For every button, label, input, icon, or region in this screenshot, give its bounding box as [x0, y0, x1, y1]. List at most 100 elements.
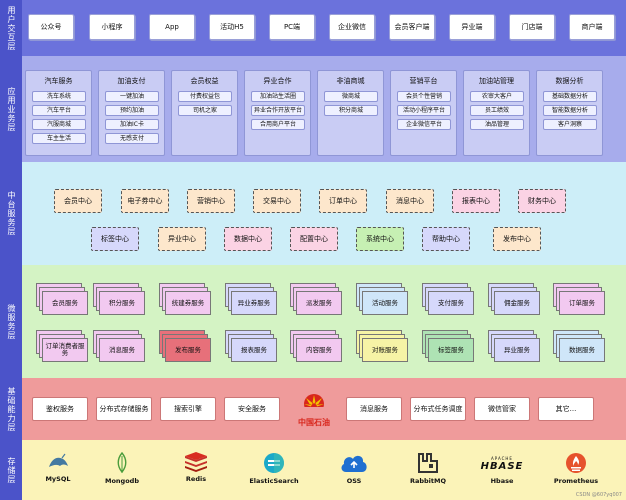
app-group: 数据分析基础数据分析 智能数据分析 客户洞察 [536, 70, 603, 156]
hbase-logo-big: HBASE [480, 461, 524, 472]
redis-icon [185, 452, 207, 472]
app-item: 积分商城 [324, 105, 378, 116]
micro-service: 发布服务 [159, 330, 211, 362]
micro-service: 会员服务 [36, 283, 88, 315]
middle-center: 电子券中心 [121, 189, 169, 213]
middle-center: 异业中心 [158, 227, 206, 251]
infra-layer-label: 基础能力层 [0, 378, 22, 440]
interaction-item: 企业微信 [329, 14, 375, 40]
prometheus-icon [566, 453, 586, 473]
micro-service: 标签服务 [422, 330, 474, 362]
micro-service-label: 对账服务 [362, 338, 408, 362]
app-group: 会员权益 付费权益包 司机之家 [171, 70, 238, 156]
app-group: 营销平台 会员个性营销 活动小程序平台 企业微信平台 [390, 70, 457, 156]
storage-item-mongodb: Mongodb [92, 452, 152, 492]
application-layer: 应用业务层 [0, 56, 626, 162]
app-item: 农审大客户 [470, 91, 524, 102]
oss-cloud-icon [341, 455, 367, 472]
app-group-title: 加油站管理 [479, 77, 514, 85]
micro-service: 派发服务 [290, 283, 342, 315]
middle-center: 交易中心 [253, 189, 301, 213]
app-item: 汽车平台 [32, 105, 86, 116]
middle-center: 发布中心 [493, 227, 541, 251]
petrochina-logo: 中国石油 [292, 392, 336, 427]
micro-service-label: 积分服务 [99, 291, 145, 315]
micro-service: 对账服务 [356, 330, 408, 362]
middle-center: 营销中心 [187, 189, 235, 213]
app-item: 合用商户平台 [251, 119, 305, 130]
middle-center: 系统中心 [356, 227, 404, 251]
interaction-item: 活动H5 [209, 14, 255, 40]
infra-item: 分布式任务调度 [410, 397, 466, 421]
app-group-title: 数据分析 [555, 77, 584, 85]
application-layer-label: 应用业务层 [0, 56, 22, 162]
storage-name: Hbase [490, 477, 514, 485]
micro-service-label: 消息服务 [99, 338, 145, 362]
interaction-item: 会员客户端 [389, 14, 435, 40]
app-group: 加油支付 一键加油 预约加油 加油IC卡 无感支付 [98, 70, 165, 156]
infra-item: 消息服务 [346, 397, 402, 421]
micro-service: 内容服务 [290, 330, 342, 362]
micro-service-label: 异业服务 [494, 338, 540, 362]
storage-item-prometheus: Prometheus [546, 452, 606, 492]
app-group: 汽车服务 洗车系统 汽车平台 汽服商城 车主生活 [25, 70, 92, 156]
micro-service-label: 发布服务 [165, 338, 211, 362]
app-item: 企业微信平台 [397, 119, 451, 130]
infra-item: 其它... [538, 397, 594, 421]
middle-center: 会员中心 [54, 189, 102, 213]
middle-center: 财务中心 [518, 189, 566, 213]
app-item: 异业合作开放平台 [251, 105, 305, 116]
app-item: 微商城 [324, 91, 378, 102]
infra-item: 微信管家 [474, 397, 530, 421]
middle-center: 数据中心 [224, 227, 272, 251]
micro-service: 异业服务 [488, 330, 540, 362]
storage-name: ElasticSearch [249, 477, 299, 485]
interaction-item: 门店端 [509, 14, 555, 40]
app-item: 车主生活 [32, 133, 86, 144]
micro-service-label: 数据服务 [559, 338, 605, 362]
storage-layer: 存储层 [0, 440, 626, 500]
app-item: 司机之家 [178, 105, 232, 116]
infra-item: 安全服务 [224, 397, 280, 421]
interaction-item: 小程序 [89, 14, 135, 40]
interaction-item: 商户端 [569, 14, 615, 40]
micro-service-label: 报表服务 [231, 338, 277, 362]
micro-service-label: 订单服务 [559, 291, 605, 315]
micro-service-label: 支付服务 [428, 291, 474, 315]
micro-service: 订单服务 [553, 283, 605, 315]
petrochina-logo-text: 中国石油 [298, 418, 330, 427]
micro-service: 佣金服务 [488, 283, 540, 315]
micro-service: 活动服务 [356, 283, 408, 315]
mysql-icon [49, 453, 68, 467]
app-item: 智能数据分析 [543, 105, 597, 116]
storage-name: Redis [185, 475, 207, 483]
micro-service-label: 订单消费者服务 [42, 338, 88, 362]
app-item: 一键加油 [105, 91, 159, 102]
hbase-logo-small: APACHE [491, 456, 513, 461]
storage-item-hbase: APACHE HBASE Hbase [472, 452, 532, 492]
micro-service: 消息服务 [93, 330, 145, 362]
interaction-layer-label: 用户交互层 [0, 0, 22, 56]
app-item: 基础数据分析 [543, 91, 597, 102]
middle-center: 订单中心 [319, 189, 367, 213]
micro-service-label: 派发服务 [296, 291, 342, 315]
app-item: 客户洞察 [543, 119, 597, 130]
middle-center: 消息中心 [386, 189, 434, 213]
app-item: 无感支付 [105, 133, 159, 144]
storage-name: Mongodb [105, 477, 139, 485]
mongodb-leaf-icon [117, 452, 127, 474]
app-group: 异业合作 加油站生活圈 异业合作开放平台 合用商户平台 [244, 70, 311, 156]
app-item: 活动小程序平台 [397, 105, 451, 116]
micro-service-label: 内容服务 [296, 338, 342, 362]
app-item: 洗车系统 [32, 91, 86, 102]
micro-service: 统建券服务 [159, 283, 211, 315]
app-group: 加油站管理 农审大客户 员工绩效 油品管理 [463, 70, 530, 156]
storage-item-mysql: MySQL [28, 452, 88, 492]
app-item: 员工绩效 [470, 105, 524, 116]
micro-service: 积分服务 [93, 283, 145, 315]
storage-name: Prometheus [553, 477, 599, 485]
interaction-item: 异业端 [449, 14, 495, 40]
storage-name: RabbitMQ [409, 477, 447, 485]
petrochina-logo-icon [304, 394, 324, 414]
app-group-title: 异业合作 [263, 77, 292, 85]
